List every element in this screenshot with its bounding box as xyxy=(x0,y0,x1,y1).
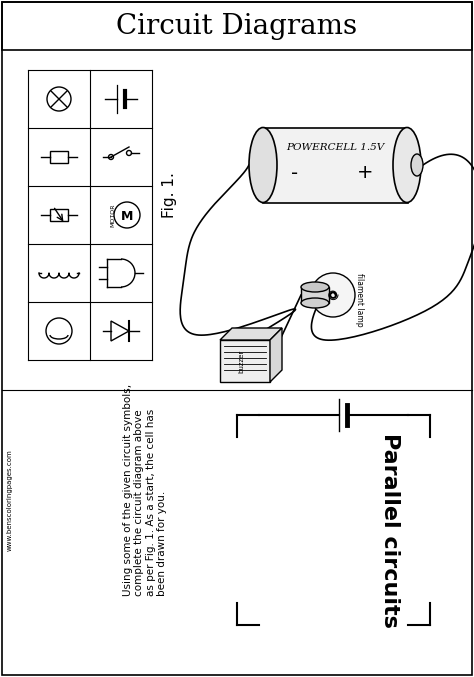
Circle shape xyxy=(311,273,355,317)
Text: buzzer: buzzer xyxy=(238,349,244,372)
Ellipse shape xyxy=(301,282,329,292)
Text: POWERCELL 1.5V: POWERCELL 1.5V xyxy=(286,142,384,152)
Text: Fig. 1.: Fig. 1. xyxy=(163,172,177,218)
Text: +: + xyxy=(357,164,373,183)
Text: www.benscoloringpages.com: www.benscoloringpages.com xyxy=(7,449,13,551)
Text: -: - xyxy=(292,164,299,183)
Ellipse shape xyxy=(301,298,329,308)
Text: Using some of the given circuit symbols,
complete the circuit diagram above
as p: Using some of the given circuit symbols,… xyxy=(123,384,167,596)
Ellipse shape xyxy=(249,127,277,202)
Polygon shape xyxy=(270,328,282,382)
Ellipse shape xyxy=(411,154,423,176)
Bar xyxy=(50,151,68,163)
Text: filament lamp: filament lamp xyxy=(355,274,364,327)
Bar xyxy=(220,340,270,382)
Bar xyxy=(50,209,68,221)
Bar xyxy=(263,128,408,203)
Text: Parallel circuits: Parallel circuits xyxy=(380,433,400,628)
Polygon shape xyxy=(220,328,282,340)
Bar xyxy=(2,2,472,50)
Text: M: M xyxy=(121,209,133,223)
Bar xyxy=(301,287,329,303)
Ellipse shape xyxy=(393,127,421,202)
Text: MOTOR: MOTOR xyxy=(110,203,116,227)
Text: Circuit Diagrams: Circuit Diagrams xyxy=(117,12,357,39)
